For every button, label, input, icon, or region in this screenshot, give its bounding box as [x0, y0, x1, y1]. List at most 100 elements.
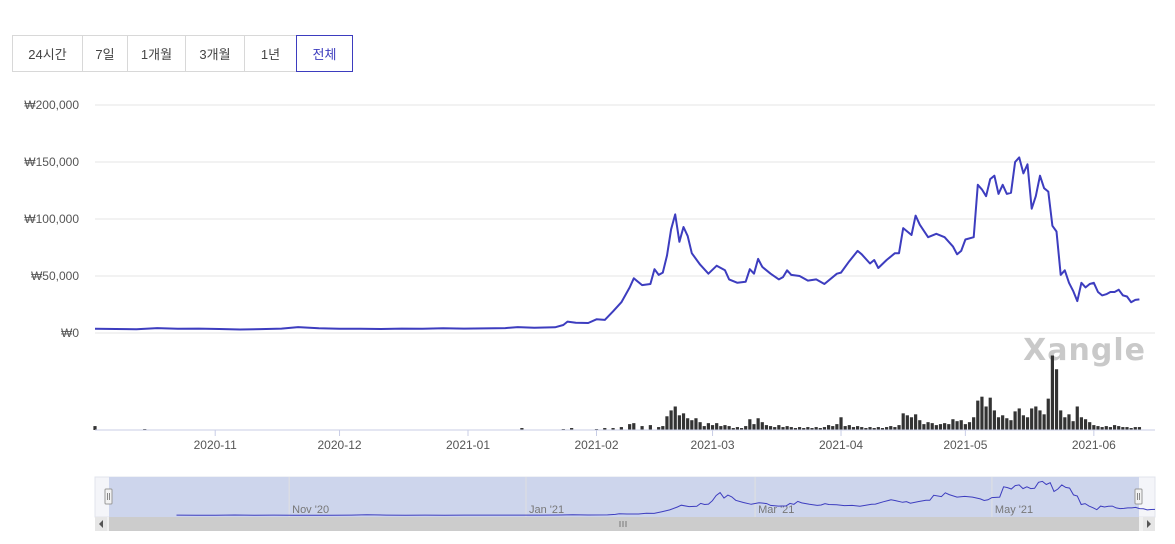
volume-bar	[1112, 425, 1117, 430]
navigator-left-handle[interactable]	[104, 488, 113, 505]
volume-bar	[1088, 422, 1092, 430]
volume-bar	[810, 428, 814, 430]
volume-bar	[1059, 410, 1063, 430]
volume-bar	[1009, 420, 1013, 430]
volume-bar	[889, 426, 893, 430]
volume-bar	[822, 427, 827, 430]
volume-bar	[1075, 406, 1079, 430]
volume-bar	[839, 417, 843, 430]
volume-bar	[1025, 417, 1030, 430]
volume-bars	[93, 355, 1142, 430]
x-tick-label: 2021-01	[446, 438, 490, 452]
volume-bar	[1071, 421, 1075, 430]
volume-bar	[984, 406, 988, 430]
x-axis-ticks: 2020-11 2020-12 2021-01 2021-02 2021-03 2021-…	[194, 430, 1116, 452]
volume-bar	[909, 417, 914, 430]
volume-bar	[951, 419, 955, 430]
volume-bar	[976, 400, 980, 430]
x-tick-label: 2021-03	[691, 438, 735, 452]
volume-bar	[756, 418, 760, 430]
volume-bar	[926, 422, 930, 430]
volume-bar	[570, 428, 574, 430]
volume-bar	[648, 425, 652, 430]
volume-bar	[980, 396, 984, 430]
volume-bar	[710, 425, 715, 430]
volume-bar	[744, 426, 748, 430]
volume-bar	[665, 416, 669, 430]
volume-bar	[914, 414, 918, 430]
volume-bar	[640, 426, 644, 430]
navigator-selected-range[interactable]	[109, 477, 1139, 517]
volume-bar	[1050, 355, 1054, 430]
volume-bar	[897, 425, 901, 430]
volume-bar	[1017, 408, 1021, 430]
range-tab-1[interactable]: 7일	[82, 35, 128, 72]
navigator-tick-label: Jan '21	[529, 504, 564, 516]
volume-bar	[930, 423, 934, 430]
volume-bar	[694, 418, 698, 430]
volume-bar	[785, 426, 789, 430]
volume-bar	[673, 406, 677, 430]
y-axis-ticks: ₩0 ₩50,000 ₩100,000 ₩150,000 ₩200,000	[24, 98, 79, 340]
volume-bar	[1013, 411, 1017, 430]
volume-bar	[938, 424, 943, 430]
volume-bar	[719, 426, 723, 430]
volume-bar	[851, 427, 856, 430]
volume-bar	[934, 425, 938, 430]
x-tick-label: 2021-02	[574, 438, 618, 452]
range-tab-2[interactable]: 1개월	[127, 35, 186, 72]
volume-bar	[1042, 414, 1046, 430]
navigator[interactable]: Nov '20 Jan '21 Mar '21 May '21	[94, 476, 1156, 518]
x-tick-label: 2021-05	[943, 438, 987, 452]
volume-bar	[628, 424, 632, 430]
volume-bar	[1067, 414, 1071, 430]
volume-bar	[901, 413, 905, 430]
navigator-right-handle[interactable]	[1134, 488, 1143, 505]
volume-bar	[789, 427, 793, 430]
scrollbar-thumb[interactable]	[109, 517, 1139, 531]
volume-bar	[860, 427, 864, 430]
volume-bar	[632, 423, 636, 430]
volume-bar	[1092, 425, 1096, 430]
volume-bar	[698, 422, 702, 430]
navigator-line	[176, 480, 1156, 516]
range-tab-5[interactable]: 전체	[296, 35, 353, 72]
volume-bar	[748, 419, 752, 430]
scrollbar-grip-icon	[619, 521, 627, 527]
volume-bar	[768, 426, 773, 430]
y-tick-label: ₩0	[61, 326, 79, 340]
volume-bar	[831, 426, 835, 430]
volume-bar	[661, 426, 665, 430]
volume-bar	[793, 428, 798, 430]
range-tab-4[interactable]: 1년	[244, 35, 297, 72]
volume-bar	[872, 428, 876, 430]
volume-bar	[967, 422, 972, 430]
volume-bar	[677, 415, 681, 430]
volume-bar	[955, 421, 959, 430]
volume-bar	[739, 428, 744, 430]
volume-bar	[864, 428, 868, 430]
y-tick-label: ₩50,000	[31, 269, 79, 283]
volume-bar	[520, 428, 524, 430]
volume-bar	[847, 425, 851, 430]
volume-bar	[868, 427, 872, 430]
volume-bar	[773, 427, 777, 430]
volume-bar	[681, 413, 686, 430]
xangle-watermark: Xangle	[1023, 333, 1146, 368]
volume-bar	[735, 427, 740, 430]
volume-bar	[702, 426, 706, 430]
range-tab-0[interactable]: 24시간	[12, 35, 83, 72]
navigator-tick-label: May '21	[995, 504, 1033, 516]
volume-bar	[1125, 427, 1129, 430]
volume-bar	[1133, 427, 1137, 430]
volume-bar	[706, 423, 710, 430]
scrollbar[interactable]	[95, 517, 1155, 531]
volume-bar	[1038, 410, 1042, 430]
x-tick-label: 2021-04	[819, 438, 863, 452]
volume-bar	[1117, 426, 1121, 430]
volume-bar	[959, 420, 963, 430]
volume-bar	[963, 424, 967, 430]
volume-bar	[760, 422, 764, 430]
volume-bar	[715, 423, 719, 430]
